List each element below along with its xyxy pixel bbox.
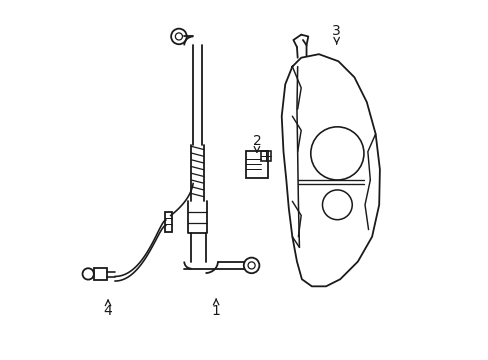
Text: 1: 1 — [211, 298, 220, 318]
Text: 3: 3 — [332, 24, 340, 44]
Bar — [94, 267, 107, 280]
Text: 4: 4 — [103, 300, 112, 318]
Bar — [245, 150, 268, 177]
Bar — [261, 150, 270, 161]
Bar — [164, 212, 171, 232]
Text: 2: 2 — [252, 134, 261, 152]
